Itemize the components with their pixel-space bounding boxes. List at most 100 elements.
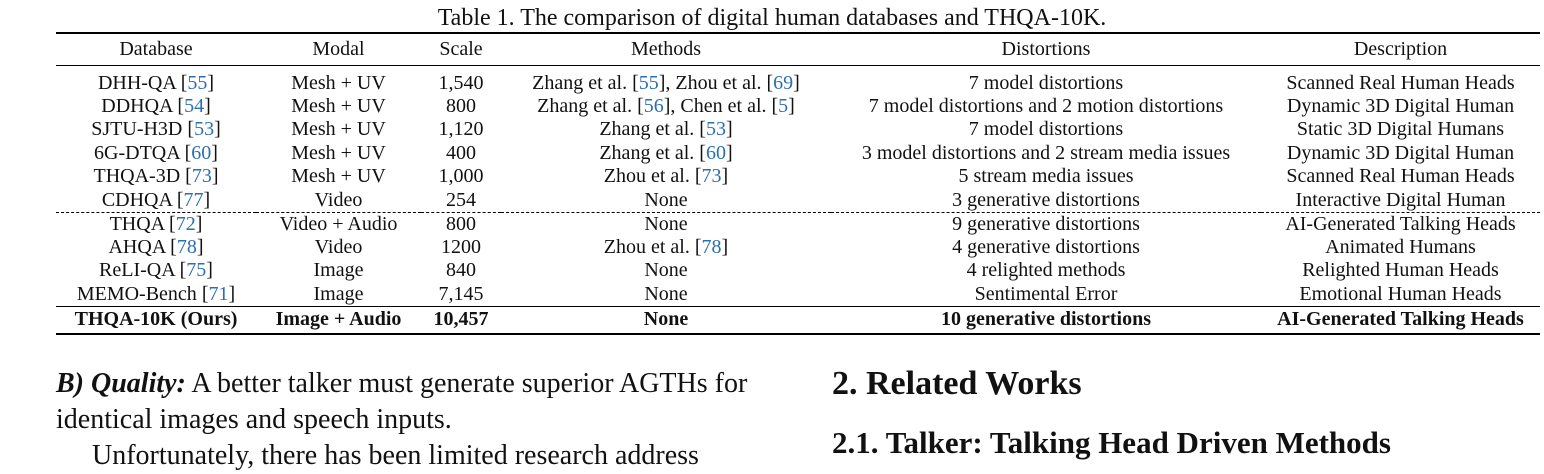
cell-methods: None bbox=[501, 259, 831, 283]
cell-database: MEMO-Bench [71] bbox=[76, 282, 236, 305]
database-name: DDHQA bbox=[101, 94, 173, 117]
cell-database: DDHQA [54] bbox=[101, 94, 211, 117]
cell-modal: Mesh + UV bbox=[291, 71, 386, 94]
header-database: Database bbox=[56, 32, 256, 66]
methods-text: Zhang et al. [ bbox=[537, 94, 644, 117]
cell-modal: Mesh + UV bbox=[291, 165, 386, 188]
cell-scale: 1,000 bbox=[438, 165, 484, 188]
cell-database: CDHQA [77] bbox=[101, 188, 211, 211]
citation-link: 54 bbox=[184, 94, 205, 117]
cell-description: Scanned Real Human Heads bbox=[1286, 71, 1515, 94]
paragraph-quality: B) Quality: A better talker must generat… bbox=[56, 366, 776, 438]
cell-scale: 800 bbox=[421, 211, 501, 236]
cell-distortions: 7 model distortions bbox=[968, 71, 1124, 94]
cell-description: Static 3D Digital Humans bbox=[1296, 118, 1505, 141]
database-name: DHH-QA bbox=[97, 71, 176, 94]
table-row: SJTU-H3D [53] Mesh + UV 1,120 Zhang et al. … bbox=[56, 118, 1540, 142]
methods-text: Zhou et al. [ bbox=[603, 165, 702, 188]
citation-link: 78 bbox=[701, 235, 722, 258]
cell-methods: Zhang et al. [56], Chen et al. [5] bbox=[501, 95, 831, 119]
cell-database: AHQA [78] bbox=[108, 235, 204, 258]
cell-scale: 840 bbox=[446, 259, 476, 282]
table-row: THQA-3D [73] Mesh + UV 1,000 Zhou et al. [7… bbox=[56, 165, 1540, 189]
citation-link: 53 bbox=[705, 118, 726, 141]
methods-text: Zhang et al. [ bbox=[599, 118, 706, 141]
citation-link: 75 bbox=[186, 259, 207, 282]
cell-description: Scanned Real Human Heads bbox=[1286, 165, 1515, 188]
table-row: DDHQA [54] Mesh + UV 800 Zhang et al. [56],… bbox=[56, 95, 1540, 119]
database-name: ReLI-QA bbox=[99, 259, 175, 282]
database-name: THQA bbox=[109, 212, 165, 235]
cell-description: Relighted Human Heads bbox=[1302, 259, 1499, 282]
cell-modal: Mesh + UV bbox=[291, 118, 386, 141]
methods-text: None bbox=[644, 212, 688, 235]
citation-link: 78 bbox=[176, 235, 197, 258]
citation-link: 55 bbox=[638, 71, 659, 94]
section-heading: 2. Related Works bbox=[832, 365, 1082, 402]
cell-scale: 7,145 bbox=[438, 282, 484, 305]
left-column-text: B) Quality: A better talker must generat… bbox=[56, 366, 776, 474]
paragraph-body: A better talker must generate superior A… bbox=[56, 368, 748, 435]
table-row: 6G-DTQA [60] Mesh + UV 400 Zhang et al. [60… bbox=[56, 142, 1540, 166]
cell-modal: Video bbox=[314, 235, 363, 258]
cell-scale: 1200 bbox=[441, 235, 481, 258]
cell-distortions: 9 generative distortions bbox=[831, 211, 1261, 236]
citation-link: 73 bbox=[191, 165, 212, 188]
cell-methods: None bbox=[501, 211, 831, 236]
database-name: THQA-3D bbox=[93, 165, 181, 188]
paragraph-lead: B) Quality: bbox=[56, 368, 186, 399]
cell-methods: Zhou et al. [73] bbox=[501, 165, 831, 189]
comparison-table-wrapper: Database Modal Scale Methods Distortions… bbox=[56, 32, 1540, 335]
table-row: ReLI-QA [75] Image 840 None 4 relighted meth… bbox=[56, 259, 1540, 283]
citation-link: 56 bbox=[643, 94, 664, 117]
cell-scale: 400 bbox=[446, 141, 476, 164]
table-body: DHH-QA [55] Mesh + UV 1,540 Zhang et al. [5… bbox=[56, 65, 1540, 335]
citation-link: 5 bbox=[778, 94, 789, 117]
cell-scale: 800 bbox=[446, 94, 476, 117]
cell-description: Dynamic 3D Digital Human bbox=[1286, 94, 1515, 117]
citation-link: 77 bbox=[183, 188, 204, 211]
citation-link: 72 bbox=[175, 212, 196, 235]
citation-link: 60 bbox=[191, 141, 212, 164]
header-modal: Modal bbox=[256, 32, 421, 66]
citation-link: 71 bbox=[208, 282, 229, 305]
right-column-text: 2. Related Works 2.1. Talker: Talking He… bbox=[832, 364, 1532, 462]
cell-distortions: 10 generative distortions bbox=[831, 305, 1261, 335]
cell-modal: Video bbox=[314, 188, 363, 211]
cell-description: AI-Generated Talking Heads bbox=[1261, 211, 1540, 236]
paragraph-next: Unfortunately, there has been limited re… bbox=[92, 440, 699, 471]
table-row: MEMO-Bench [71] Image 7,145 None Sentimental… bbox=[56, 283, 1540, 307]
cell-modal: Image + Audio bbox=[256, 305, 421, 335]
cell-modal: Image bbox=[313, 282, 364, 305]
cell-description: Interactive Digital Human bbox=[1295, 188, 1506, 211]
cell-modal: Mesh + UV bbox=[291, 94, 386, 117]
methods-text: Zhou et al. [ bbox=[603, 235, 702, 258]
methods-text: Zhang et al. [ bbox=[532, 71, 639, 94]
cell-distortions: 3 generative distortions bbox=[952, 188, 1140, 211]
header-scale: Scale bbox=[421, 32, 501, 66]
cell-description: Animated Humans bbox=[1325, 235, 1476, 258]
cell-database: THQA-3D [73] bbox=[93, 165, 219, 188]
cell-scale: 1,120 bbox=[438, 118, 484, 141]
database-name: 6G-DTQA bbox=[94, 141, 180, 164]
methods-text: None bbox=[644, 259, 688, 282]
cell-distortions: Sentimental Error bbox=[974, 282, 1118, 305]
cell-scale: 254 bbox=[446, 188, 476, 211]
citation-link: 55 bbox=[187, 71, 208, 94]
cell-description: AI-Generated Talking Heads bbox=[1261, 305, 1540, 335]
cell-distortions: 4 relighted methods bbox=[966, 259, 1126, 282]
cell-scale: 1,540 bbox=[438, 71, 484, 94]
methods-text: None bbox=[644, 188, 688, 211]
methods-text: ] bbox=[725, 118, 733, 141]
cell-database: THQA [72] bbox=[56, 211, 256, 236]
cell-database: 6G-DTQA [60] bbox=[94, 141, 218, 164]
cell-distortions: 7 model distortions bbox=[968, 118, 1124, 141]
cell-description: Dynamic 3D Digital Human bbox=[1286, 141, 1515, 164]
database-name: CDHQA bbox=[101, 188, 172, 211]
citation-link: 60 bbox=[705, 141, 726, 164]
methods-text: ] bbox=[721, 235, 729, 258]
database-name: SJTU-H3D bbox=[91, 118, 183, 141]
cell-methods: None bbox=[501, 305, 831, 335]
cell-distortions: 4 generative distortions bbox=[952, 235, 1140, 258]
cell-database: DHH-QA [55] bbox=[97, 71, 215, 94]
